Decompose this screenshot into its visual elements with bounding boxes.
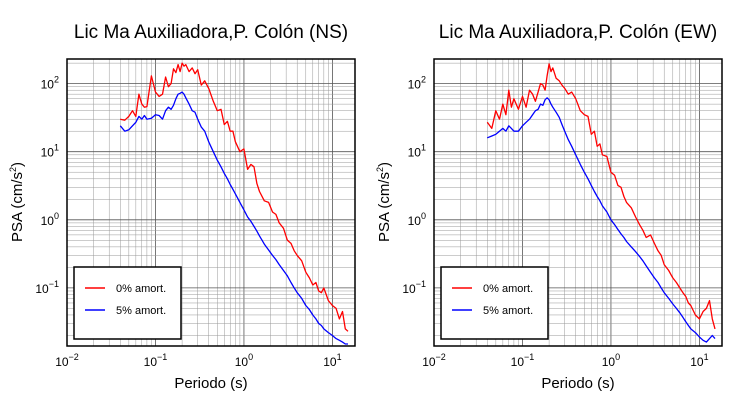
y-axis-label: PSA (cm/s2) xyxy=(8,162,26,242)
chart-title: Lic Ma Auxiliadora,P. Colón (NS) xyxy=(74,22,348,43)
y-tick-label: 10−1 xyxy=(402,279,426,296)
series-line-0 xyxy=(486,63,716,330)
legend-label-1: 5% amort. xyxy=(483,305,533,317)
x-tick-label: 100 xyxy=(235,352,253,369)
chart-ew: Lic Ma Auxiliadora,P. Colón (EW) 10−2 10−… xyxy=(375,22,723,392)
series-group xyxy=(486,63,716,343)
y-axis-label: PSA (cm/s2) xyxy=(375,162,393,242)
x-tick-label: 10−1 xyxy=(511,352,535,369)
series-line-1 xyxy=(119,91,348,345)
series-line-0 xyxy=(120,62,349,332)
legend-box xyxy=(440,266,549,340)
legend-label-0: 0% amort. xyxy=(116,283,166,295)
series-group xyxy=(119,62,349,345)
plot-frame xyxy=(433,58,723,347)
legend-box xyxy=(73,266,182,340)
y-tick-label: 100 xyxy=(41,211,59,228)
x-axis-label: Periodo (s) xyxy=(174,375,247,392)
series-line-1 xyxy=(487,97,716,343)
plot-frame xyxy=(66,58,356,347)
x-tick-labels: 10−2 10−1 100 101 xyxy=(55,352,341,369)
x-axis-label: Periodo (s) xyxy=(541,375,614,392)
chart-ns: Lic Ma Auxiliadora,P. Colón (NS) 10−2 10−… xyxy=(8,22,356,392)
y-tick-label: 100 xyxy=(408,211,426,228)
legend-label-1: 5% amort. xyxy=(116,305,166,317)
y-tick-label: 102 xyxy=(408,75,426,92)
y-tick-labels: 10−1 100 101 102 xyxy=(402,75,426,296)
x-tick-label: 10−2 xyxy=(422,352,446,369)
y-tick-label: 101 xyxy=(41,143,59,160)
chart-title: Lic Ma Auxiliadora,P. Colón (EW) xyxy=(439,22,717,43)
x-tick-label: 100 xyxy=(602,352,620,369)
legend: 0% amort. 5% amort. xyxy=(73,266,182,340)
y-tick-labels: 10−1 100 101 102 xyxy=(35,75,59,296)
x-tick-label: 101 xyxy=(323,352,341,369)
x-tick-label: 10−2 xyxy=(55,352,79,369)
y-tick-label: 10−1 xyxy=(35,279,59,296)
x-tick-labels: 10−2 10−1 100 101 xyxy=(422,352,708,369)
x-tick-label: 101 xyxy=(690,352,708,369)
legend: 0% amort. 5% amort. xyxy=(440,266,549,340)
legend-label-0: 0% amort. xyxy=(483,283,533,295)
x-tick-label: 10−1 xyxy=(144,352,168,369)
y-tick-label: 101 xyxy=(408,143,426,160)
y-tick-label: 102 xyxy=(41,75,59,92)
